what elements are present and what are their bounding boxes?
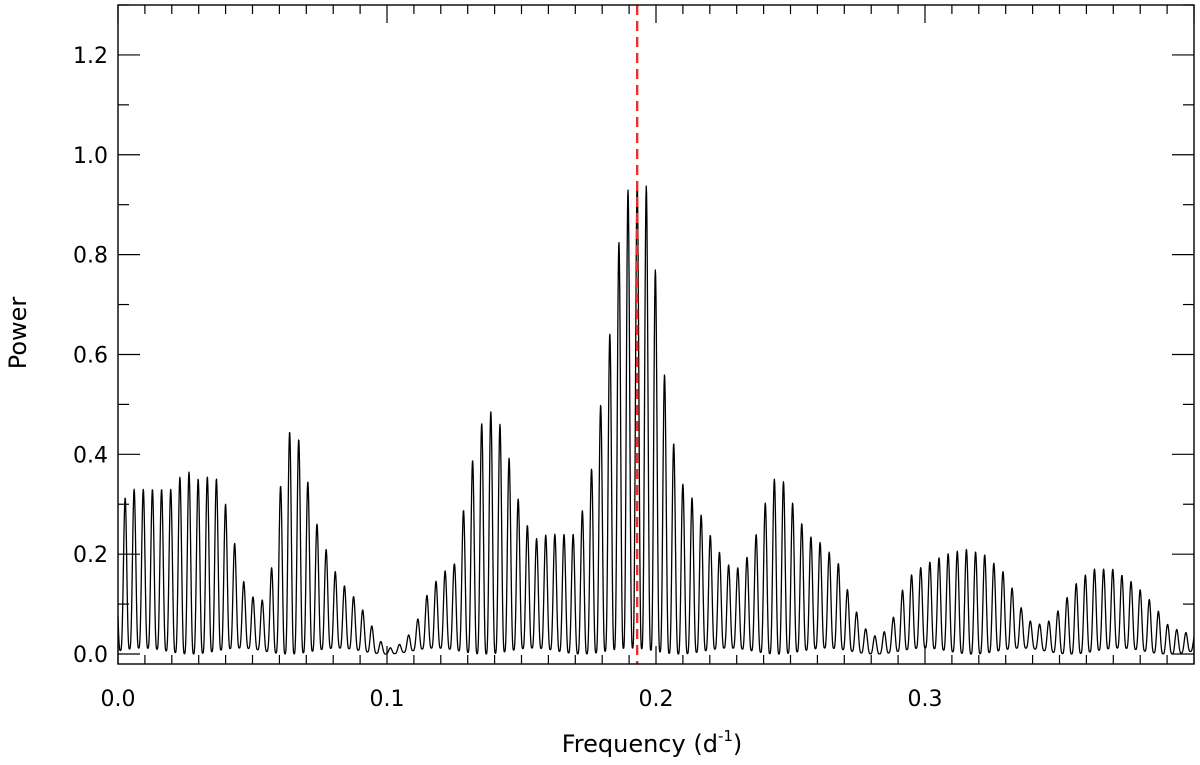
y-tick-label: 0.6	[73, 343, 108, 368]
x-axis-label-exponent: -1	[718, 727, 733, 745]
x-tick-label: 0.1	[370, 687, 405, 712]
plot-layer	[117, 5, 1195, 664]
axes-layer: 0.0 0.1 0.2 0.3 0.0 0.2 0.4 0.6 0.8 1.0 1.2	[73, 4, 1195, 712]
x-axis-label: Frequency (d-1)	[562, 727, 743, 758]
y-tick-label: 0.4	[73, 443, 108, 468]
y-tick-label: 0.2	[73, 543, 108, 568]
y-axis-label: Power	[4, 297, 32, 370]
x-tick-label: 0.2	[639, 687, 674, 712]
y-tick-label: 0.8	[73, 244, 108, 269]
x-tick-label: 0.3	[908, 687, 943, 712]
x-tick-label: 0.0	[101, 687, 136, 712]
y-tick-label: 0.0	[73, 643, 108, 668]
x-axis-label-main: Frequency (d	[562, 730, 718, 758]
y-tick-label: 1.0	[73, 144, 108, 169]
x-axis-label-close: )	[733, 730, 742, 758]
power-spectrum-line	[117, 182, 1195, 655]
y-tick-label: 1.2	[73, 44, 108, 69]
